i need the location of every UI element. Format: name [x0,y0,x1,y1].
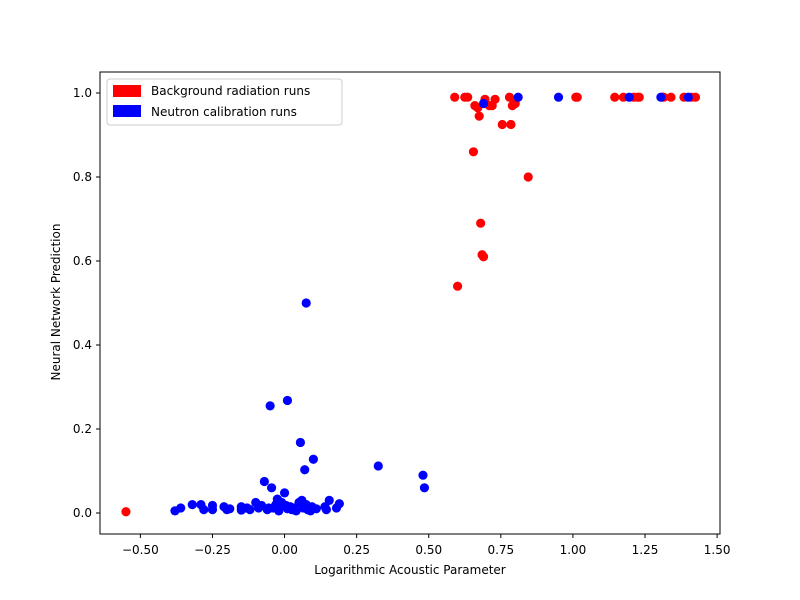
point-s1-59 [624,92,634,102]
x-tick-label-5: 0.75 [487,543,514,557]
point-s1-49 [321,505,331,515]
ticks-layer: −0.50 −0.25 0.00 0.25 0.50 0.75 1.00 1.25 1.50 0.… [73,86,731,557]
point-s1-50 [324,495,334,505]
x-tick-label-0: −0.50 [122,543,159,557]
point-s0-17 [504,92,515,102]
point-s1-55 [419,483,430,493]
point-s0-23 [572,92,582,102]
point-s0-28 [634,92,644,102]
legend-swatch-background [113,85,141,97]
point-s1-56 [478,98,489,109]
point-s1-41 [301,298,311,308]
x-tick-label-1: −0.25 [194,543,231,557]
point-s1-52 [334,499,344,509]
y-tick-label-1: 0.2 [73,422,92,436]
point-s1-17 [259,476,269,487]
y-axis-label-group: Neural Network Prediction [49,224,63,381]
point-s0-16 [497,119,507,130]
x-tick-label-8: 1.50 [704,543,731,557]
point-s0-15 [490,94,500,104]
point-s1-37 [295,437,306,448]
point-s0-9 [476,218,486,228]
x-axis-label: Logarithmic Acoustic Parameter [314,563,506,577]
points-layer [121,92,701,517]
point-s0-8 [474,111,484,121]
point-s1-1 [176,503,186,513]
point-s0-0 [121,507,131,517]
point-s0-4 [463,92,473,102]
y-tick-label-2: 0.4 [73,338,92,352]
point-s1-61 [683,92,693,102]
point-s0-11 [478,252,489,262]
point-s1-13 [245,505,255,515]
point-s1-6 [207,505,218,515]
legend-label-background: Background radiation runs [151,84,310,98]
y-tick-label-3: 0.6 [73,254,92,268]
y-tick-label-0: 0.0 [73,506,92,520]
y-axis-label: Neural Network Prediction [49,224,63,381]
point-s1-9 [225,504,235,514]
y-tick-label-4: 0.8 [73,170,92,184]
point-s0-5 [468,147,479,157]
point-s1-28 [279,488,290,498]
point-s0-21 [523,172,533,182]
point-s0-18 [506,119,516,130]
point-s1-58 [553,92,564,102]
point-s1-47 [311,504,321,514]
point-s0-24 [610,92,620,102]
point-s1-60 [656,92,666,102]
point-s1-21 [266,483,277,493]
legend-label-neutron: Neutron calibration runs [151,105,297,119]
plot-frame [99,71,721,535]
point-s1-35 [291,506,301,516]
point-s0-31 [666,92,676,102]
point-s0-2 [450,92,460,102]
point-s1-20 [265,401,275,411]
legend-frame [106,78,343,126]
x-tick-label-3: 0.25 [343,543,370,557]
point-s1-30 [282,395,293,406]
x-tick-label-6: 1.00 [560,543,587,557]
y-tick-label-5: 1.0 [73,86,92,100]
point-s1-4 [199,505,209,515]
legend-swatch-neutron [113,105,141,117]
legend: Background radiation runs Neutron calibr… [106,78,343,126]
x-tick-label-2: 0.00 [271,543,298,557]
point-s1-2 [187,500,197,510]
x-axis-label-group: Logarithmic Acoustic Parameter [314,563,506,577]
point-s1-40 [300,465,310,475]
point-s1-53 [373,461,383,471]
point-s0-34 [690,92,701,102]
x-tick-label-7: 1.25 [632,543,659,557]
point-s1-46 [308,454,318,464]
x-tick-label-4: 0.50 [415,543,442,557]
point-s0-1 [452,281,463,291]
point-s1-57 [513,92,523,102]
point-s1-54 [418,470,428,480]
